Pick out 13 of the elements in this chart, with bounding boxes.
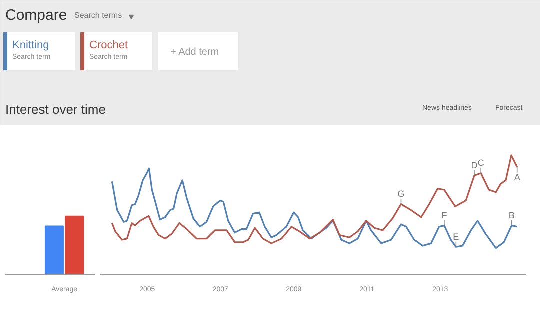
annotation: F <box>442 210 448 220</box>
chart-title: Interest over time <box>6 102 106 117</box>
annotation: G <box>398 188 405 199</box>
text: + Add term <box>170 47 220 58</box>
text: Compare <box>6 7 68 24</box>
annotation: A <box>514 172 520 183</box>
text: Knitting <box>12 40 50 52</box>
annotation: B <box>508 210 515 220</box>
annotation: D <box>471 160 478 170</box>
text: Search terms <box>74 11 122 20</box>
annotation: E <box>453 232 460 242</box>
text: Crochet <box>90 40 128 52</box>
annotation: C <box>478 158 485 168</box>
